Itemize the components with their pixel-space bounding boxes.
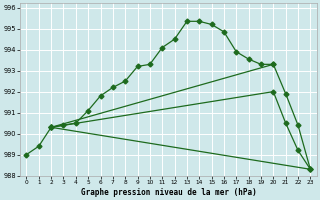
X-axis label: Graphe pression niveau de la mer (hPa): Graphe pression niveau de la mer (hPa)	[81, 188, 256, 197]
